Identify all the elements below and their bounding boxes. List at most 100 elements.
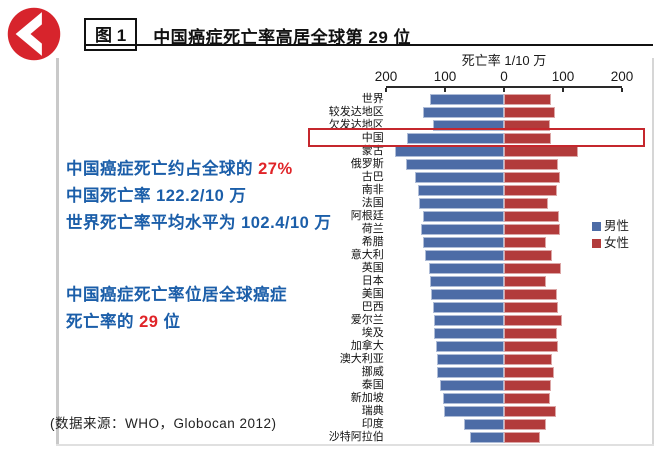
female-bar [504, 341, 558, 352]
chart-row: 巴西 [300, 301, 622, 314]
female-bar [504, 276, 546, 287]
category-label: 美国 [361, 288, 384, 300]
female-bar [504, 354, 552, 365]
axis-title: 死亡率 1/10 万 [461, 53, 547, 68]
chart-row: 日本 [300, 275, 622, 288]
row-plot-area [387, 133, 622, 144]
male-bar [463, 419, 505, 430]
axis-tick-label: 0 [500, 69, 508, 84]
male-bar [418, 198, 505, 209]
axis-tick-mark [385, 88, 387, 92]
male-bar [429, 263, 505, 274]
chart-row: 希腊 [300, 236, 622, 249]
male-bar [421, 224, 505, 235]
row-plot-area [387, 211, 622, 222]
female-bar [504, 211, 560, 222]
male-bar [430, 289, 505, 300]
female-bar [504, 198, 549, 209]
chart-row: 荷兰 [300, 223, 622, 236]
axis-tick-label: 200 [374, 69, 398, 84]
female-bar [504, 367, 554, 378]
row-plot-area [387, 94, 622, 105]
chart-row: 阿根廷 [300, 210, 622, 223]
male-bar [433, 315, 505, 326]
row-plot-area [387, 237, 622, 248]
female-bar [504, 159, 558, 170]
highlight-27-percent: 27% [258, 160, 293, 178]
row-plot-area [387, 302, 622, 313]
chart-row: 南非 [300, 184, 622, 197]
category-label: 挪威 [361, 366, 384, 378]
male-bar [422, 211, 505, 222]
category-label: 日本 [361, 275, 384, 287]
row-plot-area [387, 315, 622, 326]
annotation-line: 中国癌症死亡率位居全球癌症 [66, 286, 287, 304]
male-bar [436, 341, 505, 352]
highlight-rank-29: 29 [139, 313, 159, 331]
row-plot-area [387, 263, 622, 274]
male-bar [442, 393, 505, 404]
row-plot-area [387, 146, 622, 157]
category-label: 较发达地区 [328, 106, 384, 118]
row-plot-area [387, 289, 622, 300]
male-bar [422, 107, 505, 118]
row-plot-area [387, 328, 622, 339]
category-label: 世界 [361, 93, 384, 105]
category-label: 英国 [361, 262, 384, 274]
annotation-block-2: 中国癌症死亡率位居全球癌症 死亡率的 29 位 [66, 282, 287, 336]
chart-row: 世界 [300, 93, 622, 106]
axis-tick-label: 200 [610, 69, 634, 84]
female-bar [504, 393, 550, 404]
male-bar [424, 250, 505, 261]
chart-row: 蒙古 [300, 145, 622, 158]
cancer-mortality-chart: 死亡率 1/10 万 200 100 0 100 200 世界 较发达地区 欠发达地区 中国蒙… [300, 50, 655, 443]
chart-row: 加拿大 [300, 340, 622, 353]
row-plot-area [387, 367, 622, 378]
female-bar [504, 406, 557, 417]
male-bar [444, 406, 505, 417]
row-plot-area [387, 380, 622, 391]
male-bar [405, 159, 505, 170]
female-bar [504, 185, 558, 196]
chart-row: 较发达地区 [300, 106, 622, 119]
row-plot-area [387, 107, 622, 118]
chart-row: 美国 [300, 288, 622, 301]
chart-row: 埃及 [300, 327, 622, 340]
back-arrow-icon [7, 7, 61, 61]
category-label: 新加坡 [350, 392, 384, 404]
female-bar [504, 328, 558, 339]
chart-row: 爱尔兰 [300, 314, 622, 327]
female-bar [504, 315, 562, 326]
page-title: 中国癌症死亡率高居全球第 29 位 [153, 28, 412, 47]
row-plot-area [387, 406, 622, 417]
female-bar [504, 237, 547, 248]
category-label: 埃及 [361, 327, 384, 339]
male-bar [437, 367, 505, 378]
annotation-block-1: 中国癌症死亡约占全球的 27% 中国死亡率 122.2/10 万 世界死亡率平均… [66, 156, 331, 237]
male-bar [436, 354, 505, 365]
legend-item-male: 男性 [592, 218, 629, 235]
male-bar [429, 94, 505, 105]
female-bar [504, 94, 552, 105]
chart-row: 法国 [300, 197, 622, 210]
row-plot-area [387, 250, 622, 261]
axis-tick-label: 100 [433, 69, 457, 84]
category-label: 意大利 [350, 249, 384, 261]
row-plot-area [387, 354, 622, 365]
male-bar [406, 133, 505, 144]
annotation-line: 死亡率的 29 位 [66, 313, 181, 331]
male-bar [394, 146, 505, 157]
axis-tick-mark [444, 88, 446, 92]
row-plot-area [387, 432, 622, 443]
female-bar [504, 120, 551, 131]
chart-row: 瑞典 [300, 405, 622, 418]
category-label: 巴西 [361, 301, 384, 313]
female-bar [504, 146, 579, 157]
female-bar [504, 289, 558, 300]
female-bar [504, 133, 552, 144]
chart-row: 中国 [300, 128, 645, 147]
male-swatch-icon [592, 222, 601, 231]
legend: 男性 女性 [592, 218, 629, 252]
female-bar [504, 224, 560, 235]
category-label: 印度 [361, 418, 384, 430]
